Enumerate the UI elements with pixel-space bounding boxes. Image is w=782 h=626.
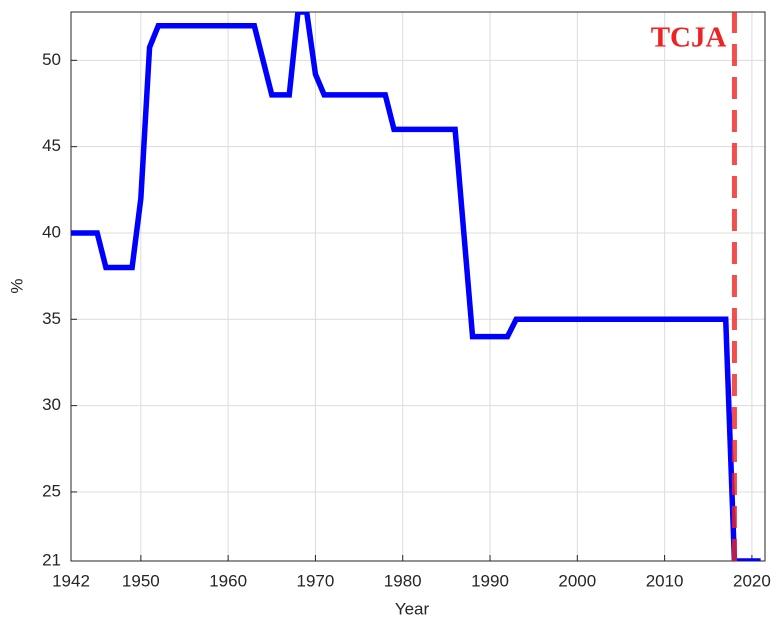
- x-tick-label: 2010: [646, 571, 684, 590]
- y-tick-label: 30: [42, 395, 61, 414]
- y-tick-label: 45: [42, 136, 61, 155]
- y-tick-label: 21: [42, 550, 61, 569]
- x-tick-label: 1950: [122, 571, 160, 590]
- y-tick-label: 25: [42, 481, 61, 500]
- data-line: [71, 12, 761, 561]
- x-tick-label: 1980: [384, 571, 422, 590]
- y-tick-label: 40: [42, 222, 61, 241]
- y-tick-label: 50: [42, 50, 61, 69]
- plot-frame: [70, 11, 766, 562]
- x-tick-label: 1960: [209, 571, 247, 590]
- x-axis-label: Year: [395, 599, 430, 618]
- annotation-text: TCJA: [651, 22, 727, 54]
- x-tick-label: 1970: [297, 571, 335, 590]
- x-tick-label: 1942: [52, 571, 90, 590]
- y-tick-label: 35: [42, 309, 61, 328]
- x-tick-label: 1990: [471, 571, 509, 590]
- x-tick-label: 2020: [733, 571, 771, 590]
- y-axis-label: %: [7, 278, 26, 293]
- x-tick-label: 2000: [558, 571, 596, 590]
